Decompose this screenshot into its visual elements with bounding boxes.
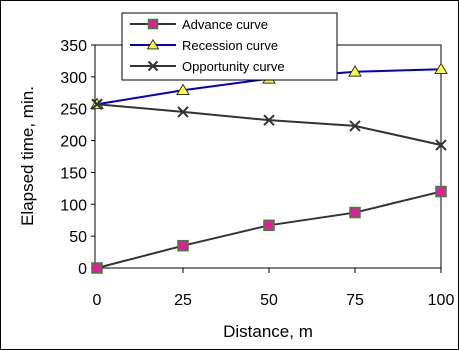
y-tick-label: 50 xyxy=(69,229,87,246)
data-point xyxy=(263,114,275,126)
y-tick-label: 300 xyxy=(60,70,87,87)
data-point xyxy=(176,83,190,96)
y-tick-label: 250 xyxy=(60,102,87,119)
x-tick-label: 100 xyxy=(428,292,455,309)
legend-marker xyxy=(146,38,160,50)
data-point xyxy=(177,239,189,252)
data-point xyxy=(349,206,361,219)
y-axis-title: Elapsed time, min. xyxy=(18,86,37,226)
data-point xyxy=(435,139,447,151)
legend-item: Opportunity curve xyxy=(130,59,285,74)
series-3 xyxy=(91,98,447,151)
legend-item: Recession curve xyxy=(130,38,278,53)
x-tick-label: 0 xyxy=(93,292,102,309)
legend-marker xyxy=(147,18,159,30)
series-1 xyxy=(91,185,447,274)
y-tick-label: 0 xyxy=(78,261,87,278)
y-tick-label: 100 xyxy=(60,197,87,214)
legend-label: Advance curve xyxy=(182,17,268,32)
legend: Advance curve Recession curve Opportunity … xyxy=(121,12,338,81)
x-tick-label: 50 xyxy=(260,292,278,309)
x-tick-label: 75 xyxy=(346,292,364,309)
data-point xyxy=(263,219,275,232)
y-tick-label: 350 xyxy=(60,38,87,55)
data-point xyxy=(91,98,103,110)
data-point xyxy=(435,185,447,198)
legend-marker xyxy=(147,60,159,72)
legend-label: Recession curve xyxy=(182,38,278,53)
y-tick-label: 200 xyxy=(60,134,87,151)
data-point xyxy=(348,65,362,77)
legend-label: Opportunity curve xyxy=(182,59,285,74)
legend-item: Advance curve xyxy=(130,17,268,32)
data-point xyxy=(349,120,361,132)
x-axis-ticks: 0 25 50 75 100 xyxy=(93,268,455,309)
data-point xyxy=(434,62,448,75)
y-axis-ticks: 0 50 100 150 200 250 300 350 xyxy=(60,38,95,278)
data-point xyxy=(91,262,103,274)
x-tick-label: 25 xyxy=(174,292,192,309)
data-point xyxy=(177,106,189,118)
y-tick-label: 150 xyxy=(60,165,87,182)
x-axis-title: Distance, m xyxy=(223,322,313,341)
